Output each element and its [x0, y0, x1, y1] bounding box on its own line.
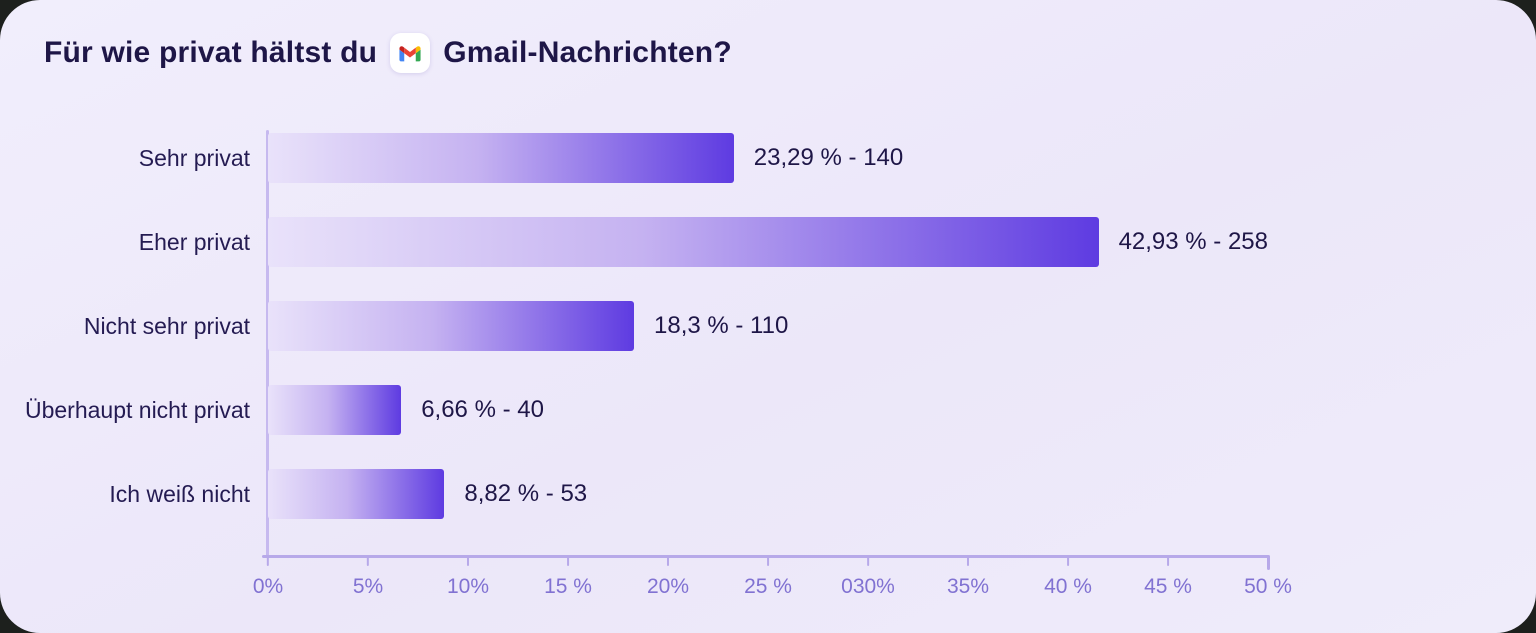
title-text-prefix: Für wie privat hältst du: [44, 36, 378, 69]
x-axis-tick: 40 %: [1044, 557, 1092, 599]
bar[interactable]: [268, 469, 445, 519]
x-axis-tick: 25 %: [744, 557, 792, 599]
tick-label: 40 %: [1044, 575, 1092, 598]
tick-mark-icon: [666, 557, 670, 566]
tick-mark-icon: [466, 557, 470, 566]
value-label: 18,3 % - 110: [654, 312, 789, 339]
chart-row: Ich weiß nicht 8,82 % - 53: [109, 452, 1268, 536]
bar[interactable]: [268, 217, 1099, 267]
bar[interactable]: [268, 385, 402, 435]
tick-label: 45 %: [1144, 575, 1192, 598]
tick-mark-icon: [766, 557, 770, 566]
bar-chart: Sehr privat 23,29 % - 140 Eher privat 42…: [25, 116, 1292, 598]
tick-mark-icon: [366, 557, 370, 566]
x-axis-tick: 50 %: [1244, 557, 1292, 599]
chart-row: Sehr privat 23,29 % - 140: [139, 116, 1268, 200]
x-axis-tick: 5%: [353, 557, 383, 599]
title-text-suffix: Gmail-Nachrichten?: [443, 36, 732, 69]
x-axis-tick: 15 %: [544, 557, 592, 599]
gmail-logo-svg: [399, 46, 421, 62]
category-label: Eher privat: [138, 228, 250, 255]
bar[interactable]: [268, 133, 734, 183]
tick-mark-icon: [1266, 557, 1270, 566]
tick-mark-icon: [566, 557, 570, 566]
chart-row: Überhaupt nicht privat 6,66 % - 40: [25, 368, 1268, 452]
chart-row: Eher privat 42,93 % - 258: [139, 200, 1268, 284]
bar[interactable]: [268, 301, 634, 351]
x-axis-tick: 45 %: [1144, 557, 1192, 599]
tick-label: 35%: [946, 575, 990, 598]
x-axis-tick: 0%: [253, 557, 283, 599]
y-axis-line: [266, 130, 269, 557]
x-axis-ticks: 0% 5% 10% 15 % 20% 25 % 030% 35% 40 % 45…: [253, 557, 1292, 607]
value-label: 42,93 % - 258: [1118, 228, 1268, 255]
tick-label: 0%: [252, 575, 284, 598]
tick-label: 50 %: [1244, 575, 1292, 598]
x-axis-tick: 030%: [841, 557, 895, 599]
gmail-icon: [390, 33, 431, 73]
tick-label: 25 %: [744, 575, 792, 598]
page-title: Für wie privat hältst du Gmail-Nachricht…: [44, 33, 732, 73]
tick-label: 5%: [352, 575, 384, 598]
tick-mark-icon: [866, 557, 870, 566]
x-axis-line: [262, 555, 1270, 558]
category-label: Nicht sehr privat: [83, 312, 250, 339]
value-label: 8,82 % - 53: [464, 480, 588, 507]
chart-row: Nicht sehr privat 18,3 % - 110: [84, 284, 1268, 368]
category-label: Sehr privat: [138, 144, 250, 171]
category-label: Ich weiß nicht: [109, 480, 250, 507]
x-axis-tick: 35%: [947, 557, 989, 599]
chart-rows: Sehr privat 23,29 % - 140 Eher privat 42…: [25, 116, 1268, 536]
x-axis-tick: 10%: [447, 557, 489, 599]
tick-mark-icon: [1066, 557, 1070, 566]
tick-label: 10%: [446, 575, 490, 598]
tick-label: 15 %: [544, 575, 592, 598]
category-label: Überhaupt nicht privat: [24, 396, 250, 423]
tick-mark-icon: [1166, 557, 1170, 566]
value-label: 6,66 % - 40: [421, 396, 544, 423]
tick-label: 030%: [841, 575, 895, 598]
tick-mark-icon: [966, 557, 970, 566]
tick-mark-icon: [266, 557, 270, 566]
value-label: 23,29 % - 140: [753, 144, 904, 171]
x-axis-tick: 20%: [647, 557, 689, 599]
tick-label: 20%: [646, 575, 690, 598]
